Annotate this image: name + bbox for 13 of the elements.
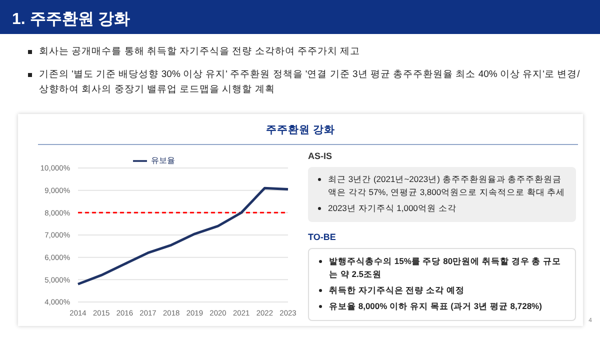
text: 최근 3년간 (2021년~2023년) 총주주환원율과 총주주환원금액은 각각 57%, 연평균 3,800억원으로 지속적으로 확대 추세 [328, 173, 566, 199]
text: 유보율 8,000% 이하 유지 목표 (과거 3년 평균 8,728%) [329, 300, 542, 313]
text: 발행주식총수의 15%를 주당 80만원에 취득할 경우 총 규모는 약 2.5조원 [329, 255, 562, 281]
text: 취득한 자기주식은 전량 소각 예정 [329, 284, 464, 297]
text: 기존의 '별도 기준 배당성향 30% 이상 유지' 주주환원 정책을 '연결 기준 3년 평균 총주주환원율 최소 40% 이상 유지'로 변경/상향하여 회사의 중장기 밸류업 로드맵을 시행할 계획 [39, 68, 581, 97]
text: 2023년 자기주식 1,000억원 소각 [328, 202, 456, 215]
chart-subtitle: 주주환원 강화 [265, 123, 336, 137]
legend-label: 유보율 [151, 156, 175, 166]
text: 회사는 공개매수를 통해 취득할 자기주식을 전량 소각하여 주주가치 제고 [39, 45, 360, 59]
chart-title: 1. 주주환원 강화 [0, 0, 600, 34]
text: AS-IS [308, 150, 334, 163]
line-series [76, 186, 290, 286]
text: TO-BE [308, 231, 337, 244]
